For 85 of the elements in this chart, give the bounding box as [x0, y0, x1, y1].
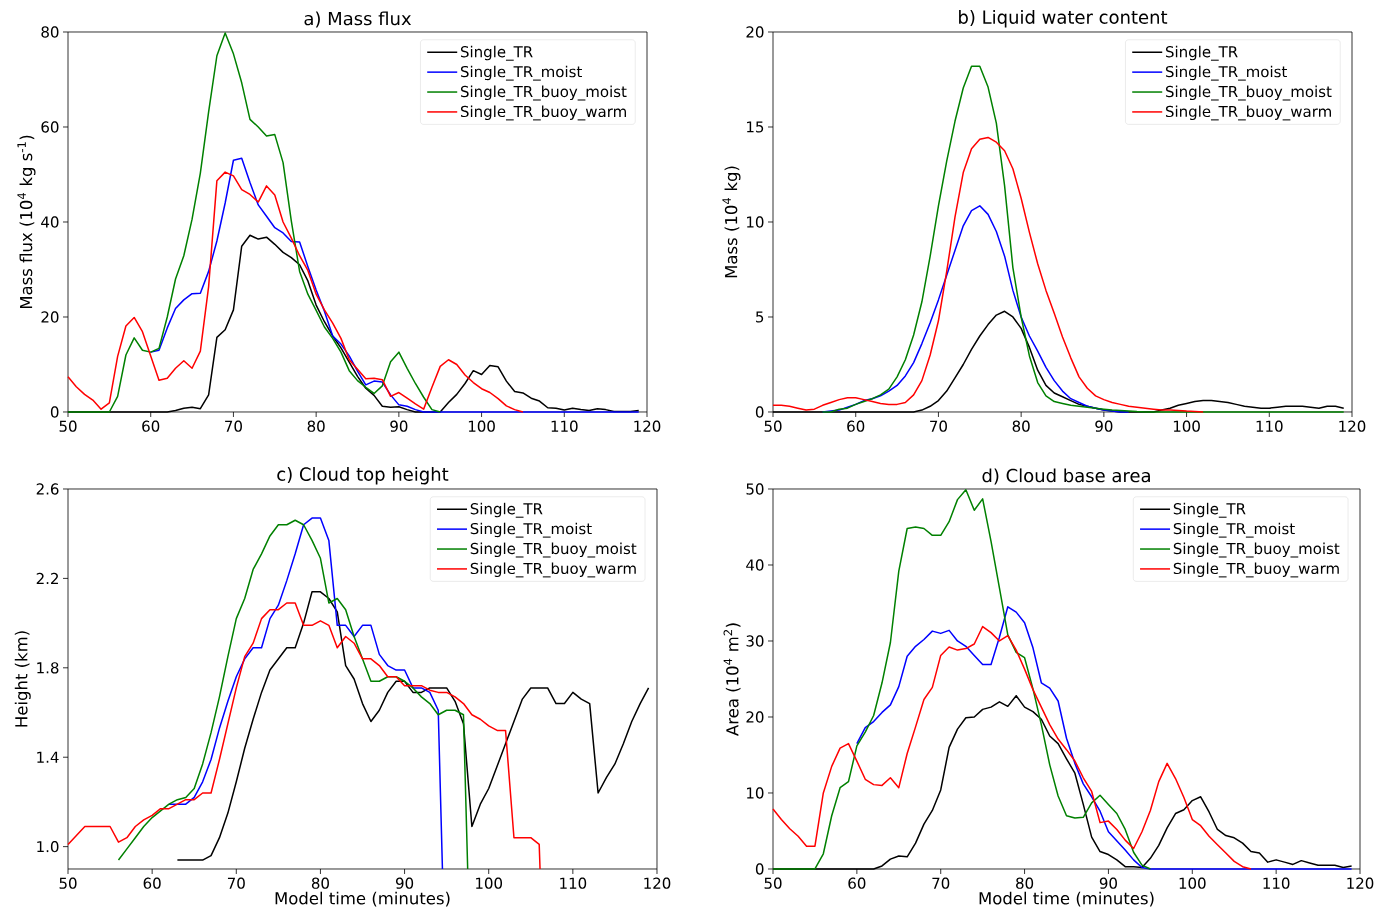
- x-tick-label: 110: [1256, 420, 1283, 432]
- y-tick-label: 1.8: [37, 662, 59, 674]
- y-axis-title: Mass flux (10$^{4}$ kg s$^{-1}$): [17, 135, 36, 309]
- legend-label: Single_TR_buoy_warm: [1173, 562, 1339, 578]
- chart-title: d) Cloud base area: [982, 468, 1150, 485]
- x-tick-label: 100: [1173, 420, 1200, 432]
- x-tick-label: 120: [634, 420, 661, 432]
- x-tick-label: 60: [142, 420, 160, 432]
- x-tick-label: 110: [551, 420, 578, 432]
- x-tick-label: 60: [847, 420, 865, 432]
- legend-label: Single_TR_buoy_warm: [1165, 105, 1331, 121]
- legend-label: Single_TR_buoy_warm: [460, 105, 626, 121]
- y-tick-label: 2.2: [36, 572, 58, 584]
- y-tick-label: 50: [746, 483, 764, 495]
- y-axis-title: Mass (10$^{4}$ kg): [722, 166, 741, 278]
- x-tick-label: 120: [1347, 877, 1374, 889]
- y-tick-label: 20: [746, 711, 764, 723]
- chart-title: c) Cloud top height: [277, 467, 449, 485]
- x-tick-label: 60: [848, 877, 866, 889]
- x-tick-label: 50: [59, 420, 77, 432]
- x-axis-title: Model time (minutes): [979, 891, 1154, 907]
- y-tick-label: 40: [41, 216, 59, 228]
- y-tick-label: 1.4: [37, 751, 59, 763]
- x-tick-label: 90: [390, 420, 408, 432]
- legend-label: Single_TR_buoy_warm: [470, 562, 636, 578]
- x-tick-label: 90: [1099, 877, 1117, 889]
- y-tick-label: 2.6: [36, 483, 59, 495]
- x-tick-label: 80: [307, 420, 325, 432]
- chart-title: b) Liquid water content: [959, 10, 1168, 28]
- y-tick-label: 40: [746, 559, 764, 571]
- y-tick-label: 20: [41, 311, 59, 323]
- x-tick-label: 120: [644, 877, 671, 889]
- y-tick-label: 15: [747, 121, 764, 133]
- x-tick-label: 80: [1012, 420, 1030, 432]
- line-series: [67, 171, 524, 413]
- legend-label: Single_TR: [1165, 45, 1238, 61]
- x-tick-label: 80: [311, 877, 329, 889]
- y-tick-label: 10: [747, 787, 764, 799]
- x-tick-label: 90: [1095, 420, 1113, 432]
- y-tick-label: 0: [755, 863, 764, 875]
- x-axis-title: Model time (minutes): [275, 891, 450, 907]
- x-tick-label: 70: [930, 420, 947, 432]
- y-tick-label: 60: [41, 121, 59, 133]
- x-tick-label: 70: [227, 877, 245, 889]
- x-tick-label: 50: [764, 420, 782, 432]
- chart-title: a) Mass flux: [304, 11, 412, 28]
- x-tick-label: 70: [932, 877, 950, 889]
- x-tick-label: 100: [476, 877, 503, 889]
- legend-label: Single_TR_buoy_moist: [1165, 85, 1332, 101]
- y-tick-label: 10: [747, 216, 764, 228]
- legend-label: Single_TR_buoy_moist: [470, 542, 637, 558]
- y-tick-label: 20: [746, 26, 764, 38]
- x-tick-label: 60: [143, 877, 161, 889]
- line-series: [67, 32, 441, 413]
- legend-label: Single_TR: [470, 502, 543, 518]
- x-tick-label: 100: [468, 420, 495, 432]
- legend-label: Single_TR_buoy_moist: [1173, 542, 1340, 558]
- legend-label: Single_TR_moist: [1173, 522, 1295, 538]
- y-tick-label: 0: [755, 406, 764, 418]
- x-tick-label: 100: [1179, 877, 1206, 889]
- line-series: [772, 489, 1152, 870]
- legend-label: Single_TR_buoy_moist: [460, 85, 627, 101]
- x-tick-label: 110: [560, 877, 587, 889]
- line-series: [772, 625, 1252, 870]
- legend-label: Single_TR: [460, 45, 533, 61]
- x-tick-label: 90: [395, 877, 414, 889]
- x-tick-label: 50: [59, 877, 77, 889]
- y-axis-title: Height (km): [14, 631, 31, 727]
- line-series: [772, 136, 1204, 413]
- legend-label: Single_TR_moist: [460, 65, 582, 81]
- y-tick-label: 5: [756, 311, 764, 323]
- x-tick-label: 70: [225, 420, 242, 432]
- y-tick-label: 30: [746, 635, 764, 647]
- y-tick-label: 80: [41, 26, 59, 38]
- legend-label: Single_TR: [1173, 502, 1246, 518]
- x-tick-label: 110: [1263, 877, 1290, 889]
- x-tick-label: 80: [1016, 877, 1034, 889]
- line-series: [821, 65, 1345, 413]
- y-axis-title: Area (10$^{4}$ m$^{2}$): [723, 623, 741, 736]
- legend-label: Single_TR_moist: [1165, 65, 1287, 81]
- x-tick-label: 120: [1339, 420, 1366, 432]
- legend-label: Single_TR_moist: [470, 522, 592, 538]
- y-tick-label: 1.0: [37, 840, 59, 853]
- y-tick-label: 0: [50, 406, 59, 418]
- x-tick-label: 50: [764, 877, 782, 889]
